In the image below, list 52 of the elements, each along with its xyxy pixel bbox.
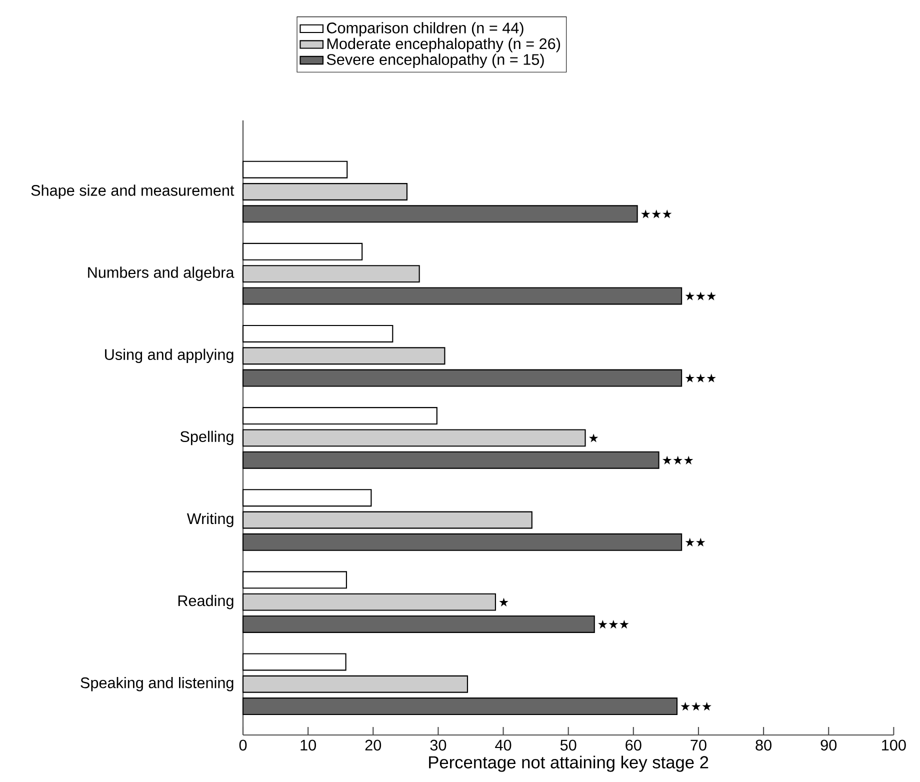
y-tick-label: Numbers and algebra — [88, 266, 234, 281]
x-tick-label: 60 — [626, 740, 642, 751]
bar — [242, 429, 586, 447]
y-tick-label: Reading — [178, 594, 234, 610]
data-label: ★★ — [685, 538, 706, 547]
legend-label: Severe encephalopathy (n = 15) — [326, 54, 544, 68]
x-axis-title: Percentage not attaining key stage 2 — [429, 756, 708, 772]
y-tick-label: Using and applying — [105, 348, 234, 364]
y-tick-label: Writing — [186, 512, 234, 528]
bar — [242, 698, 678, 716]
bar — [242, 451, 660, 469]
bar — [242, 593, 496, 611]
bar — [242, 653, 346, 671]
data-label: ★★★ — [685, 292, 716, 300]
data-label: ★ — [499, 598, 508, 606]
x-tick-label: 40 — [495, 740, 512, 751]
bar — [242, 287, 682, 305]
bar — [242, 265, 420, 283]
x-tick-label: 90 — [820, 740, 837, 751]
y-tick-label: Speaking and listening — [80, 676, 234, 692]
bar — [242, 324, 394, 342]
x-tick-label: 10 — [300, 740, 316, 751]
legend-label: Comparison children (n = 44) — [326, 22, 524, 36]
data-label: ★★★ — [680, 702, 712, 711]
x-tick-label: 80 — [756, 740, 772, 751]
bar — [242, 407, 438, 425]
x-tick-label: 0 — [239, 740, 247, 751]
data-label: ★ — [588, 434, 598, 442]
bar — [242, 533, 682, 551]
bar — [242, 347, 446, 365]
bar — [242, 160, 348, 178]
bar — [242, 615, 595, 633]
x-tick-label: 20 — [365, 740, 382, 751]
x-tick-label: 30 — [430, 740, 446, 751]
data-label: ★★★ — [685, 374, 716, 382]
y-tick-label: Spelling — [180, 430, 234, 446]
bar — [242, 511, 532, 529]
x-tick-label: 50 — [560, 740, 576, 751]
bar — [242, 489, 372, 507]
bar — [242, 369, 682, 387]
bar — [242, 242, 363, 260]
y-tick-label: Shape size and measurement — [31, 184, 234, 199]
data-label: ★★★ — [598, 620, 629, 629]
bar — [242, 675, 468, 693]
x-tick-label: 100 — [882, 740, 906, 751]
data-label: ★★★ — [662, 456, 694, 464]
bar — [242, 183, 408, 200]
bar — [242, 571, 347, 589]
legend-label: Moderate encephalopathy (n = 26) — [327, 38, 560, 52]
bar — [242, 205, 638, 223]
data-label: ★★★ — [641, 210, 672, 218]
x-tick-label: 70 — [690, 740, 706, 751]
